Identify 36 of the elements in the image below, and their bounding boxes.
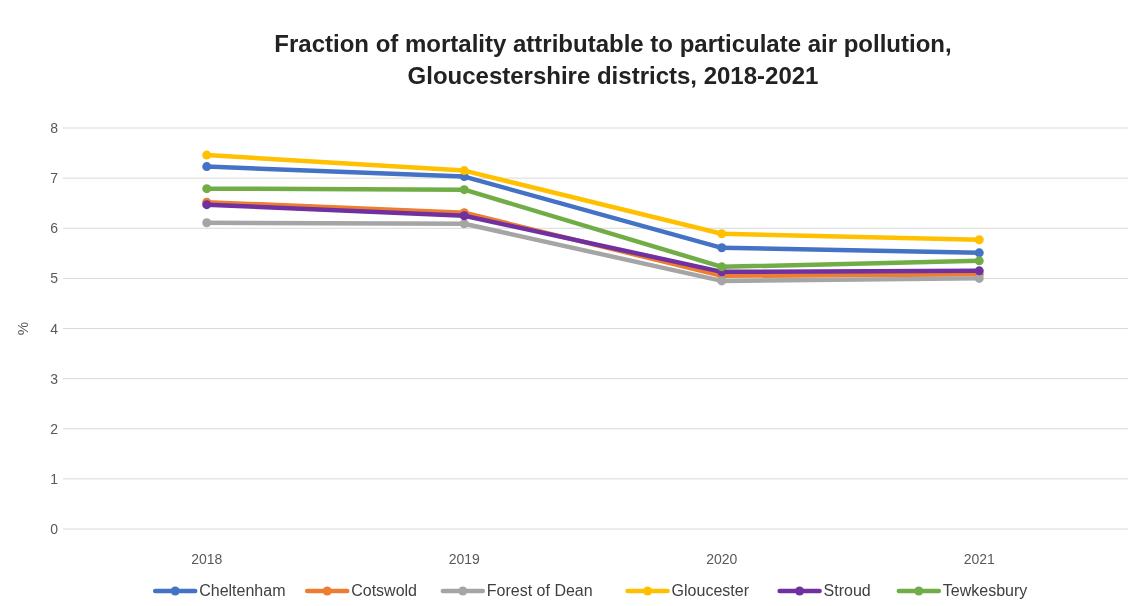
point (717, 243, 727, 253)
legend-label: Forest of Dean (486, 582, 593, 599)
x-tick-label: 2020 (706, 551, 738, 567)
legend-label: Cotswold (351, 582, 418, 599)
legend-label: Stroud (823, 582, 871, 599)
point (974, 256, 984, 266)
y-tick-label: 2 (50, 420, 59, 437)
legend-label: Gloucester (671, 582, 750, 599)
y-tick-label: 6 (50, 220, 59, 237)
point (202, 184, 212, 194)
point (202, 218, 212, 228)
legend-label: Tewkesbury (942, 582, 1028, 599)
y-tick-label: 1 (50, 470, 59, 487)
y-tick-label: 7 (50, 170, 59, 187)
y-tick-label: 4 (50, 320, 59, 337)
point (459, 166, 469, 176)
y-tick-label: 3 (50, 370, 59, 387)
point (717, 276, 727, 286)
point (974, 273, 984, 283)
y-tick-label: 0 (50, 521, 59, 537)
point (459, 185, 469, 195)
x-tick-label: 2021 (963, 551, 996, 567)
point (459, 219, 469, 229)
point (717, 229, 727, 239)
legend-label: Cheltenham (199, 582, 286, 599)
point (717, 262, 727, 272)
chart-title: Fraction of mortality attributable to particulate air pollution, Gloucestershire districts, 2018-2021 (274, 30, 952, 89)
point (202, 162, 212, 172)
y-tick-label: 8 (50, 120, 59, 136)
point (202, 150, 212, 160)
x-tick-label: 2019 (448, 551, 481, 567)
point (974, 235, 984, 245)
y-tick-label: 5 (50, 270, 59, 287)
y-axis-title: % (14, 321, 31, 336)
point (974, 248, 984, 258)
x-tick-label: 2018 (191, 551, 223, 567)
